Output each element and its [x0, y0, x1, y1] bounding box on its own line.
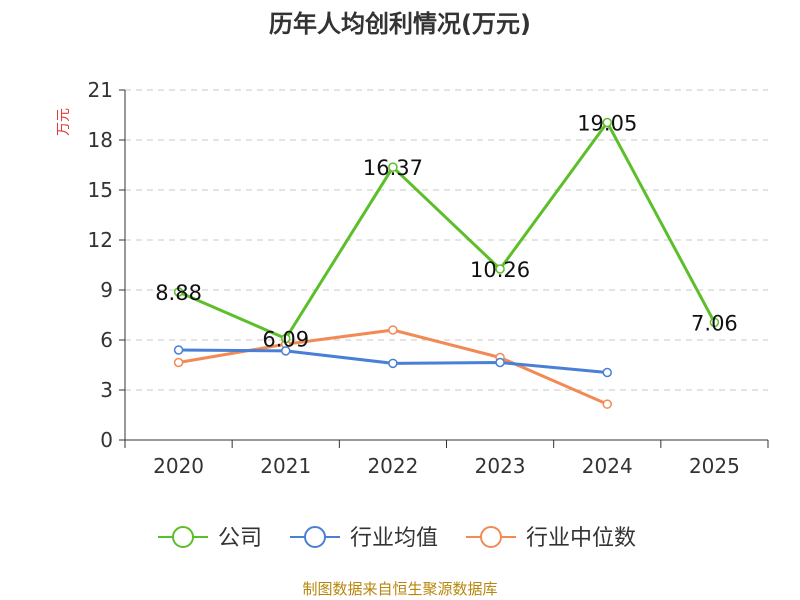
data-point — [602, 367, 612, 378]
data-point — [281, 346, 291, 356]
data-label: 6.09 — [262, 328, 309, 352]
legend-item[interactable]: 行业均值 — [290, 526, 438, 551]
axes: 0 3 6 9 12 15 18 21 2020 2021 2022 2023 2024 2025 — [88, 78, 769, 478]
data-label: 16.37 — [363, 156, 423, 180]
data-point — [495, 264, 505, 274]
data-label: 7.06 — [691, 311, 738, 335]
legend-marker — [480, 526, 502, 548]
data-point — [173, 345, 184, 355]
data-point — [495, 357, 505, 368]
y-tick-label: 18 — [88, 128, 113, 152]
data-point — [388, 162, 398, 172]
y-tick-label: 6 — [100, 328, 113, 352]
data-point — [602, 399, 612, 409]
data-point — [173, 287, 184, 297]
source-note: 制图数据来自恒生聚源数据库 — [302, 580, 497, 598]
y-axis-label: 万元 — [56, 108, 72, 136]
x-tick-label: 2024 — [582, 454, 633, 478]
legend-item[interactable]: 公司 — [158, 526, 262, 551]
y-tick-label: 3 — [100, 378, 113, 402]
legend-marker — [172, 526, 194, 548]
data-label: 19.05 — [577, 112, 637, 136]
grid-lines — [125, 89, 768, 391]
data-point — [388, 358, 398, 369]
legend-label: 行业中位数 — [526, 526, 636, 551]
data-point — [709, 317, 720, 328]
x-tick-label: 2023 — [475, 454, 526, 478]
y-tick-label: 12 — [88, 228, 113, 252]
x-tick-label: 2020 — [153, 454, 204, 478]
y-tick-label: 0 — [100, 428, 113, 452]
data-point — [173, 357, 184, 368]
chart-title: 历年人均创利情况(万元) — [269, 10, 531, 38]
legend-label: 公司 — [218, 526, 262, 551]
series-line — [177, 121, 716, 340]
legend[interactable]: 公司 行业均值 行业中位数 — [158, 526, 636, 551]
data-label: 10.26 — [470, 258, 530, 282]
data-point — [388, 325, 398, 335]
x-tick-label: 2025 — [689, 454, 740, 478]
legend-item[interactable]: 行业中位数 — [466, 526, 636, 551]
series-group — [173, 117, 720, 409]
data-point — [602, 117, 612, 128]
data-point — [281, 333, 291, 344]
x-tick-label: 2021 — [260, 454, 311, 478]
data-label: 8.88 — [155, 281, 202, 305]
y-tick-label: 21 — [88, 78, 113, 102]
legend-label: 行业均值 — [350, 526, 438, 551]
x-tick-label: 2022 — [367, 454, 418, 478]
y-tick-label: 15 — [88, 178, 113, 202]
legend-marker — [304, 526, 326, 548]
data-labels: 8.88 6.09 16.37 10.26 19.05 7.06 — [155, 112, 738, 352]
y-tick-label: 9 — [100, 278, 113, 302]
